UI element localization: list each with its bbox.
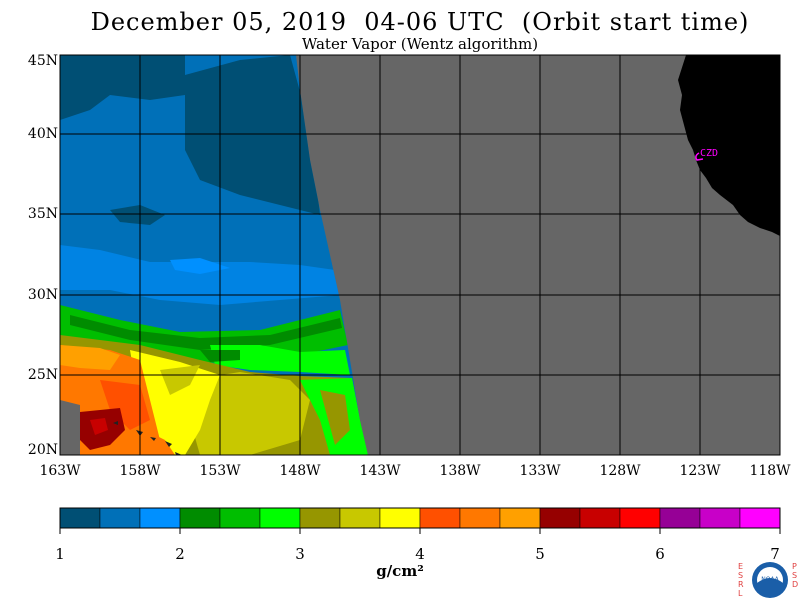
lat-label-35n: 35N — [27, 206, 58, 222]
colorbar-swatch — [299, 507, 341, 529]
station-label: CZD — [700, 148, 718, 159]
lon-label-133w: 133W — [519, 463, 561, 479]
colorbar — [59, 507, 781, 534]
lat-label-25n: 25N — [27, 367, 58, 383]
lat-label-40n: 40N — [27, 126, 58, 142]
station-marker: CZD — [695, 148, 718, 161]
colorbar-swatch — [499, 507, 541, 529]
lon-label-148w: 148W — [279, 463, 321, 479]
colorbar-swatch — [179, 507, 221, 529]
colorbar-swatch — [739, 507, 781, 529]
colorbar-tick-6: 6 — [655, 545, 665, 563]
colorbar-tick-4: 4 — [415, 545, 425, 563]
colorbar-swatch — [339, 507, 381, 529]
lat-label-20n: 20N — [27, 442, 58, 458]
colorbar-unit: g/cm² — [376, 562, 424, 580]
water-vapor-field — [60, 55, 368, 455]
colorbar-swatch — [419, 507, 461, 529]
colorbar-border — [59, 507, 781, 529]
noaa-logo: NOAA — [752, 562, 788, 598]
lon-label-163w: 163W — [39, 463, 81, 479]
colorbar-swatch — [59, 507, 101, 529]
land-mass — [678, 55, 780, 236]
lat-lon-grid — [59, 54, 781, 456]
lon-label-123w: 123W — [679, 463, 721, 479]
lon-label-153w: 153W — [199, 463, 241, 479]
colorbar-swatch — [659, 507, 701, 529]
colorbar-swatch — [619, 507, 661, 529]
colorbar-swatch — [379, 507, 421, 529]
colorbar-tick-2: 2 — [175, 545, 185, 563]
lon-label-118w: 118W — [749, 463, 791, 479]
colorbar-swatch — [539, 507, 581, 529]
colorbar-tick-7: 7 — [770, 545, 780, 563]
lat-label-30n: 30N — [27, 287, 58, 303]
colorbar-swatch — [459, 507, 501, 529]
colorbar-swatch — [219, 507, 261, 529]
lon-label-128w: 128W — [599, 463, 641, 479]
colorbar-tick-5: 5 — [535, 545, 545, 563]
colorbar-swatch — [99, 507, 141, 529]
lat-label-45n: 45N — [27, 53, 58, 69]
colorbar-swatch — [579, 507, 621, 529]
map-title: December 05, 2019 04-06 UTC (Orbit start… — [90, 8, 750, 36]
lon-label-138w: 138W — [439, 463, 481, 479]
colorbar-swatch — [139, 507, 181, 529]
lon-label-143w: 143W — [359, 463, 401, 479]
colorbar-swatch — [259, 507, 301, 529]
colorbar-tick-3: 3 — [295, 545, 305, 563]
noaa-emblem-text: NOAA — [761, 576, 779, 583]
colorbar-swatch — [699, 507, 741, 529]
colorbar-tick-1: 1 — [55, 545, 65, 563]
lon-label-158w: 158W — [119, 463, 161, 479]
map-subtitle: Water Vapor (Wentz algorithm) — [301, 35, 539, 53]
